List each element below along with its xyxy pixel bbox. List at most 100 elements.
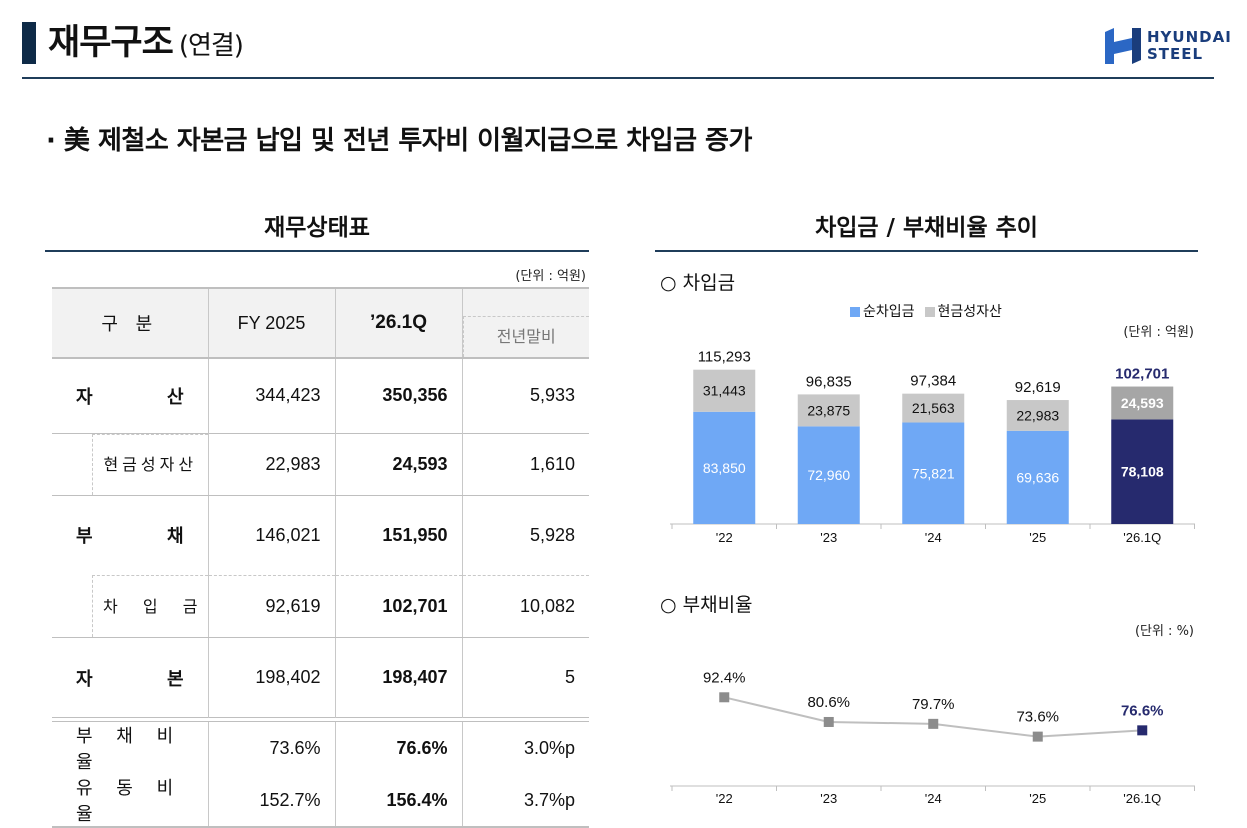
bar-total-label: 115,293 <box>698 349 751 366</box>
cell-diff: 5 <box>461 637 589 718</box>
row-label-debt-ratio: 부 채 비 율 <box>76 726 183 773</box>
bar-total-label: 96,835 <box>806 373 852 390</box>
bar-cash-label: 21,563 <box>912 400 955 416</box>
line-x-tick-label: '22 <box>716 791 733 806</box>
bar-net-debt <box>902 422 965 524</box>
legend-label-cash: 현금성자산 <box>937 303 1002 319</box>
cell-diff: 5,928 <box>461 495 589 575</box>
title-divider <box>22 77 1214 79</box>
bar-net-debt-label: 75,821 <box>912 465 955 481</box>
table-row: 현금성자산 22,983 24,593 1,610 <box>52 433 589 496</box>
cell-diff: 3.7%p <box>461 774 589 827</box>
line-point <box>719 692 730 703</box>
legend-item-net-debt: 순차입금 <box>850 301 915 321</box>
line-point <box>823 716 834 727</box>
bar-net-debt-label: 83,850 <box>703 460 746 476</box>
cell-q: 102,701 <box>334 574 462 638</box>
bar-net-debt-label: 72,960 <box>807 467 850 483</box>
bar-x-tick-label: '25 <box>1029 530 1046 545</box>
bar-cash-label: 22,983 <box>1016 407 1059 423</box>
table-header-row: 구 분 FY 2025 ’26.1Q 전년말비 <box>52 287 589 359</box>
line-x-tick-label: '24 <box>925 791 942 806</box>
bar-cash <box>902 393 965 423</box>
line-value-label: 73.6% <box>1016 709 1059 726</box>
cell-q: 350,356 <box>334 358 462 433</box>
legend-swatch-net-debt <box>850 307 860 318</box>
debt-ratio-unit-label: (단위 : %) <box>1134 624 1194 639</box>
charts-section-divider <box>655 250 1198 252</box>
cell-fy: 198,402 <box>207 637 335 718</box>
cell-fy: 146,021 <box>207 495 335 575</box>
header-26-1q: ’26.1Q <box>334 287 462 359</box>
cell-diff: 5,933 <box>461 358 589 433</box>
bar-net-debt-label: 78,108 <box>1121 464 1164 480</box>
line-x-tick-label: '23 <box>820 791 837 806</box>
bar-total-label: 102,701 <box>1115 366 1169 383</box>
line-value-label: 76.6% <box>1121 702 1164 719</box>
bar-x-tick-label: '26.1Q <box>1123 530 1161 545</box>
cell-q: 198,407 <box>334 637 462 718</box>
table-row: 유 동 비 율 152.7% 156.4% 3.7%p <box>52 774 589 827</box>
bar-cash <box>797 394 860 427</box>
cell-q: 24,593 <box>334 433 462 496</box>
cell-diff: 3.0%p <box>461 721 589 774</box>
cell-q: 76.6% <box>334 721 462 774</box>
row-label-cash: 현금성자산 <box>92 433 208 495</box>
header-fy2025: FY 2025 <box>207 287 335 359</box>
legend-item-cash: 현금성자산 <box>924 301 1002 321</box>
bar-net-debt <box>693 411 756 524</box>
borrowings-bar-chart: 83,850 31,443 115,293 '22 72,960 23,875 96,835… <box>670 349 1195 545</box>
line-x-tick-label: '26.1Q <box>1123 791 1161 806</box>
cell-fy: 73.6% <box>207 721 335 774</box>
borrowings-chart-title: ○ 차입금 <box>660 272 736 294</box>
logo-mark-icon <box>1105 28 1141 64</box>
bar-x-tick-label: '23 <box>820 530 837 545</box>
header-diff: 전년말비 <box>462 316 589 357</box>
logo-text-line1: HYUNDAI <box>1147 28 1232 46</box>
bar-cash <box>693 369 756 412</box>
cell-fy: 344,423 <box>207 358 335 433</box>
line-x-tick-label: '25 <box>1029 791 1046 806</box>
bar-total-label: 92,619 <box>1015 379 1061 396</box>
cell-fy: 92,619 <box>207 574 335 638</box>
line-value-label: 79.7% <box>912 696 955 713</box>
header-category: 구 분 <box>52 287 208 359</box>
line-value-label: 92.4% <box>703 669 746 686</box>
table-section-title: 재무상태표 <box>264 215 370 241</box>
debt-ratio-line-chart: 92.4% '22 80.6% '23 79.7% '24 73.6% '25 76.6% '26… <box>670 669 1195 806</box>
bar-total-label: 97,384 <box>910 373 956 390</box>
borrowings-legend: 순차입금 현금성자산 <box>850 301 1002 321</box>
row-label-current-ratio: 유 동 비 율 <box>76 778 183 825</box>
charts-section-title: 차입금 / 부채비율 추이 <box>815 215 1038 241</box>
debt-ratio-chart-title: ○ 부채비율 <box>660 594 753 616</box>
line-point <box>1137 725 1148 736</box>
table-double-rule <box>52 717 589 722</box>
bar-cash-label: 23,875 <box>807 402 850 418</box>
legend-label-net-debt: 순차입금 <box>863 303 915 319</box>
cell-q: 151,950 <box>334 495 462 575</box>
legend-swatch-cash <box>924 307 935 318</box>
cell-q: 156.4% <box>334 774 462 827</box>
table-unit-label: (단위 : 억원) <box>515 269 586 284</box>
page-title-sub: (연결) <box>178 31 244 61</box>
bar-cash <box>1111 386 1174 420</box>
page-title: 재무구조 (연결) <box>48 23 244 63</box>
bar-cash-label: 31,443 <box>703 383 746 399</box>
bar-cash-label: 24,593 <box>1121 395 1164 411</box>
headline: · 美 제철소 자본금 납입 및 전년 투자비 이월지급으로 차입금 증가 <box>46 126 752 156</box>
bar-net-debt <box>1006 430 1069 524</box>
line-value-label: 80.6% <box>807 694 850 711</box>
cell-diff: 1,610 <box>461 433 589 496</box>
bar-net-debt-label: 69,636 <box>1016 469 1059 485</box>
bar-net-debt <box>797 426 860 524</box>
table-section-divider <box>45 250 589 252</box>
bar-cash <box>1006 400 1069 431</box>
